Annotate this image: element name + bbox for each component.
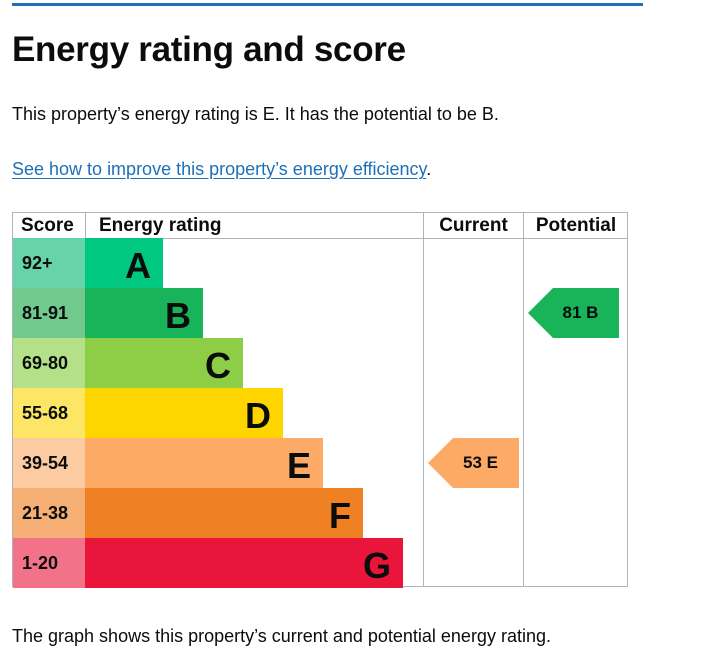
band-letter: B xyxy=(165,295,191,336)
band-score-range: 92+ xyxy=(13,238,85,288)
potential-rating-arrow: 81 B xyxy=(528,288,619,338)
band-letter: D xyxy=(245,395,271,436)
band-letter: C xyxy=(205,345,231,386)
potential-arrow-polygon xyxy=(528,288,619,338)
potential-arrow-shape xyxy=(528,288,619,338)
band-letter: E xyxy=(286,445,311,486)
improve-link-line: See how to improve this property’s energ… xyxy=(12,159,431,180)
graph-description: The graph shows this property’s current … xyxy=(12,626,551,646)
band-bar: A xyxy=(85,238,163,288)
band-score-range: 69-80 xyxy=(13,338,85,388)
band-bar: E xyxy=(85,438,323,488)
band-bar: F xyxy=(85,488,363,538)
link-suffix: . xyxy=(426,159,432,179)
current-arrow-polygon xyxy=(428,438,519,488)
current-rating-arrow: 53 E xyxy=(428,438,519,488)
rating-summary: This property’s energy rating is E. It h… xyxy=(12,104,499,124)
header-score: Score xyxy=(21,215,74,236)
column-divider xyxy=(85,213,86,238)
band-bar: D xyxy=(85,388,283,438)
page-title: Energy rating and score xyxy=(12,30,406,69)
band-score-range: 21-38 xyxy=(13,488,85,538)
header-potential: Potential xyxy=(535,215,617,236)
header-divider xyxy=(13,238,627,239)
current-arrow-shape xyxy=(428,438,519,488)
band-score-range: 39-54 xyxy=(13,438,85,488)
potential-rating-label: 81 B xyxy=(562,303,599,322)
column-divider xyxy=(423,213,424,586)
band-bar: C xyxy=(85,338,243,388)
band-bar: G xyxy=(85,538,403,588)
header-energy-rating: Energy rating xyxy=(99,215,222,236)
band-letter: G xyxy=(362,545,391,586)
current-rating-label: 53 E xyxy=(463,453,498,472)
band-bar: B xyxy=(85,288,203,338)
band-letter: A xyxy=(125,245,151,286)
band-score-range: 1-20 xyxy=(13,538,85,588)
top-rule xyxy=(12,3,643,6)
improve-efficiency-link[interactable]: See how to improve this property’s energ… xyxy=(12,159,427,179)
energy-rating-chart: Score Energy rating Current Potential 92… xyxy=(12,212,628,588)
band-letter: F xyxy=(329,495,351,536)
band-score-range: 81-91 xyxy=(13,288,85,338)
band-score-range: 55-68 xyxy=(13,388,85,438)
header-current: Current xyxy=(439,215,508,236)
column-divider xyxy=(523,213,524,586)
